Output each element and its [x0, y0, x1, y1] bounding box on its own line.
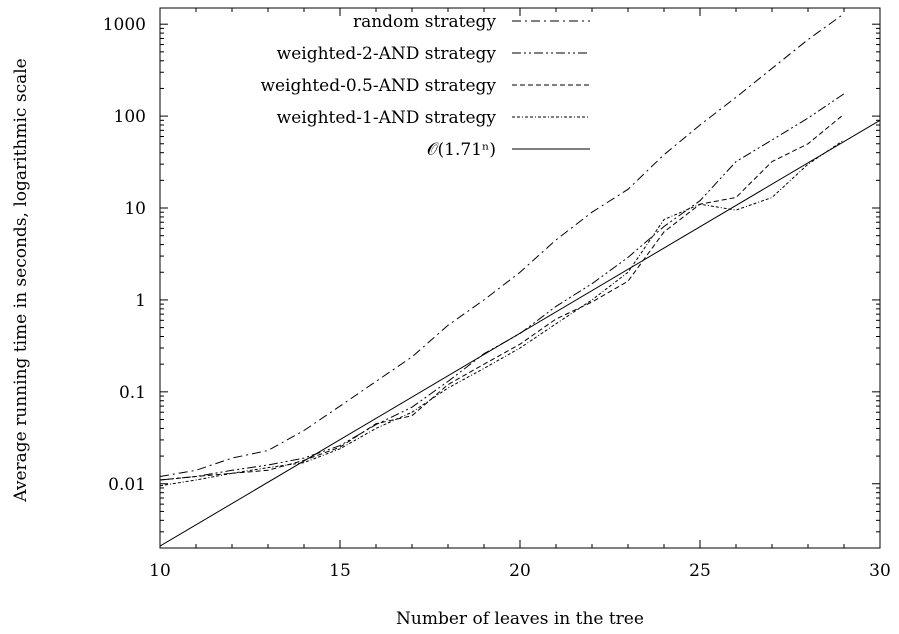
- y-tick-label: 100: [114, 107, 146, 127]
- y-tick-label: 10: [124, 199, 146, 219]
- legend-label: weighted-1-AND strategy: [277, 108, 497, 128]
- x-tick-label: 10: [149, 561, 171, 581]
- legend-label: weighted-0.5-AND strategy: [260, 76, 496, 96]
- x-tick-label: 20: [509, 561, 531, 581]
- y-tick-label: 1: [135, 291, 146, 311]
- series-line-0: [160, 13, 845, 477]
- plot-area: 10 15 20 25 30 0.01 0.1 1 10 100 1000 random strate…: [103, 7, 891, 581]
- legend-label: random strategy: [353, 12, 496, 32]
- y-tick-label: 0.1: [119, 383, 146, 403]
- y-axis-title: Average running time in seconds, logarit…: [11, 58, 31, 502]
- y-tick-label: 0.01: [108, 475, 146, 495]
- x-axis-title: Number of leaves in the tree: [396, 609, 644, 629]
- x-tick-label: 25: [689, 561, 711, 581]
- legend-label: weighted-2-AND strategy: [277, 44, 497, 64]
- legend-label: 𝒪(1.71ⁿ): [427, 140, 496, 160]
- series-line-1: [160, 93, 845, 481]
- x-tick-label: 15: [329, 561, 351, 581]
- series-line-3: [160, 139, 845, 487]
- series-line-4: [160, 119, 880, 547]
- y-tick-label: 1000: [103, 15, 146, 35]
- series-line-2: [160, 113, 845, 481]
- x-tick-label: 30: [869, 561, 891, 581]
